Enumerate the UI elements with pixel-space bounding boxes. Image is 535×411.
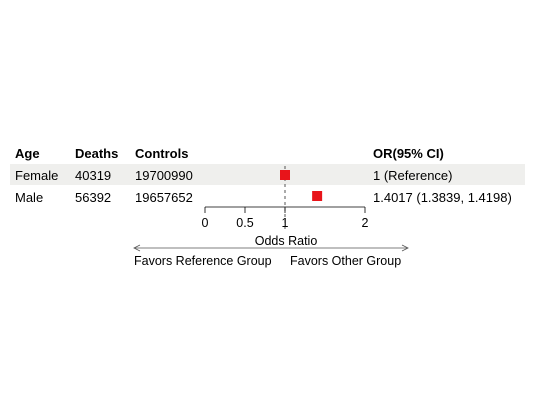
row-shade bbox=[10, 164, 525, 185]
row-deaths: 40319 bbox=[75, 168, 111, 183]
x-tick-label: 0.5 bbox=[236, 216, 253, 230]
favors-right-arrowhead bbox=[401, 244, 409, 252]
x-tick-label: 2 bbox=[362, 216, 369, 230]
row-deaths: 56392 bbox=[75, 190, 111, 205]
x-tick-label: 0 bbox=[202, 216, 209, 230]
favors-left-label: Favors Reference Group bbox=[134, 254, 272, 268]
x-axis-title: Odds Ratio bbox=[255, 234, 318, 248]
favors-annotation: Favors Reference Group Favors Other Grou… bbox=[133, 244, 409, 268]
favors-left-arrowhead bbox=[133, 244, 141, 252]
row-controls: 19700990 bbox=[135, 168, 193, 183]
row-controls: 19657652 bbox=[135, 190, 193, 205]
header-age: Age bbox=[15, 146, 40, 161]
point-marker bbox=[312, 191, 323, 201]
header-controls: Controls bbox=[135, 146, 188, 161]
header-deaths: Deaths bbox=[75, 146, 118, 161]
header-or-ci: OR(95% CI) bbox=[373, 146, 444, 161]
point-marker bbox=[280, 170, 290, 180]
x-tick-label: 1 bbox=[282, 216, 289, 230]
row-age: Female bbox=[15, 168, 58, 183]
row-or-text: 1 (Reference) bbox=[373, 168, 452, 183]
row-or-text: 1.4017 (1.3839, 1.4198) bbox=[373, 190, 512, 205]
favors-right-label: Favors Other Group bbox=[290, 254, 401, 268]
row-age: Male bbox=[15, 190, 43, 205]
plot-area: 0 0.5 1 2 bbox=[202, 166, 369, 230]
